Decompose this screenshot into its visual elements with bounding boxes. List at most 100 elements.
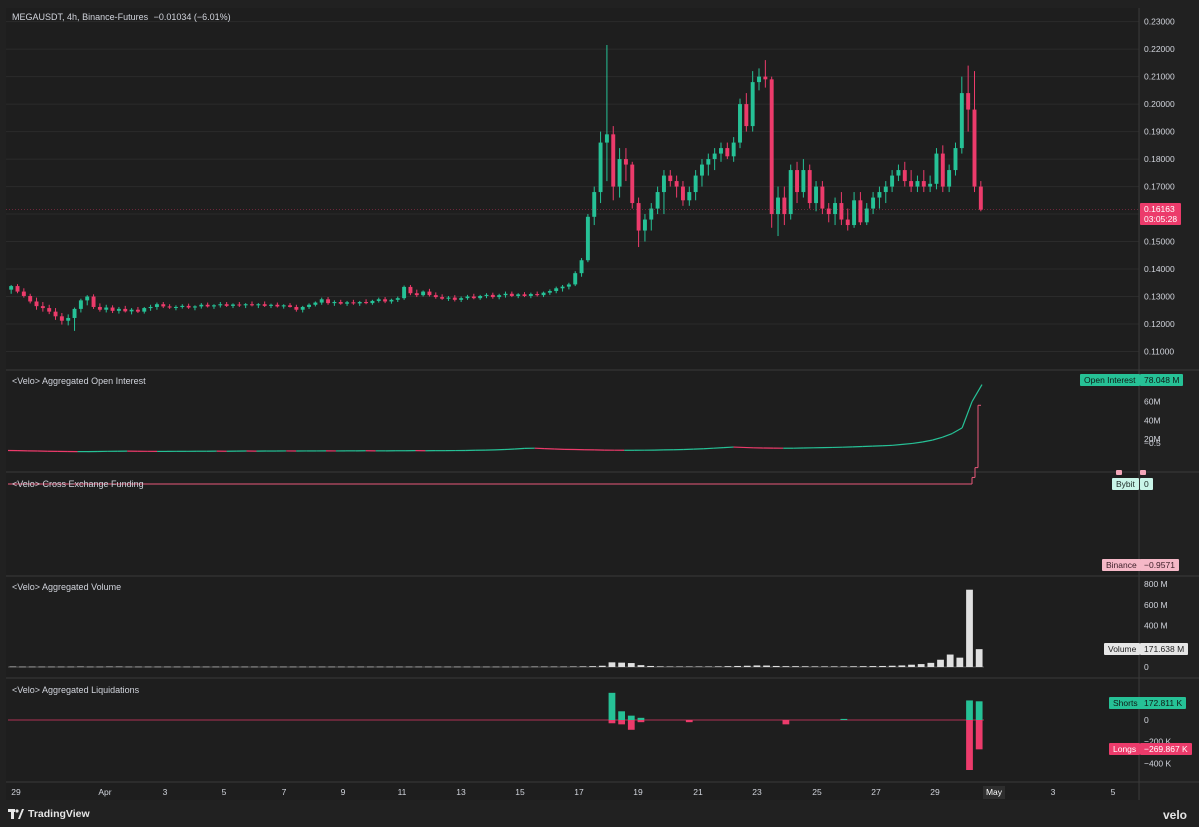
volume-bar xyxy=(357,666,365,668)
candle-body xyxy=(858,200,863,223)
symbol-header: MEGAUSDT, 4h, Binance-Futures −0.01034 (… xyxy=(12,12,231,22)
volume-bar xyxy=(270,666,278,668)
volume-bar xyxy=(801,666,809,667)
volume-bar xyxy=(637,665,645,667)
candle-body xyxy=(28,295,33,302)
candle-body xyxy=(566,284,571,287)
candle-body xyxy=(205,304,210,307)
volume-bar xyxy=(173,666,181,668)
candle-body xyxy=(966,93,971,110)
time-tick-label: 9 xyxy=(341,787,346,797)
volume-bar xyxy=(405,666,413,668)
candle-body xyxy=(237,304,242,306)
price-tick-label: 0.23000 xyxy=(1144,17,1175,27)
oi-segment xyxy=(922,439,933,443)
volume-bar xyxy=(511,666,519,668)
symbol-label: MEGAUSDT xyxy=(12,12,63,22)
time-tick-label: 29 xyxy=(11,787,21,797)
volume-bar xyxy=(685,666,693,667)
oi-segment xyxy=(902,442,913,445)
oi-segment xyxy=(504,448,515,451)
volume-bar xyxy=(579,666,587,667)
candle-body xyxy=(135,309,140,312)
volume-bar xyxy=(77,666,84,668)
exchange-label: Binance-Futures xyxy=(82,12,149,22)
volume-tick-label: 400 M xyxy=(1144,621,1168,631)
oi-segment xyxy=(723,446,734,449)
candle-body xyxy=(497,295,502,298)
volume-bar xyxy=(888,665,896,667)
candle-body xyxy=(452,297,457,300)
time-tick-label: Apr xyxy=(98,787,111,797)
candle-body xyxy=(53,311,58,317)
candle-body xyxy=(250,304,254,306)
oi-segment xyxy=(961,401,973,429)
volume-bar xyxy=(840,666,848,667)
candle-body xyxy=(902,170,907,182)
candle-body xyxy=(763,76,768,80)
time-tick-label: 17 xyxy=(574,787,584,797)
candle-body xyxy=(484,294,489,296)
candle-body xyxy=(78,300,83,309)
candle-body xyxy=(978,186,983,210)
volume-bar xyxy=(125,666,133,668)
oi-segment xyxy=(912,441,923,445)
candle-body xyxy=(471,296,476,299)
candle-body xyxy=(173,306,178,308)
volume-bar xyxy=(743,665,751,667)
candle-body xyxy=(833,203,838,215)
last-price-value: 0.16163 xyxy=(1144,204,1175,214)
tradingview-logo[interactable]: TradingView xyxy=(8,808,90,820)
volume-bar xyxy=(482,666,490,668)
tradingview-wordmark: TradingView xyxy=(28,808,90,820)
candle-body xyxy=(928,183,933,187)
change-label: −0.01034 (−6.01%) xyxy=(153,12,231,22)
candle-body xyxy=(560,286,565,289)
volume-bar xyxy=(366,666,374,668)
candle-body xyxy=(66,317,71,321)
candle-body xyxy=(123,308,128,312)
volume-bar xyxy=(289,666,297,668)
time-tick-label: 5 xyxy=(222,787,227,797)
volume-bar xyxy=(705,666,712,667)
volume-series-tag: Volume xyxy=(1104,643,1141,655)
candle-body xyxy=(617,159,622,187)
time-tick-label: 5 xyxy=(1111,787,1116,797)
volume-bar xyxy=(231,666,239,668)
volume-bar xyxy=(280,666,287,668)
candle-body xyxy=(161,304,166,307)
volume-bar xyxy=(550,666,558,668)
shorts-bar xyxy=(618,711,626,720)
candle-body xyxy=(668,175,673,182)
candle-body xyxy=(934,153,939,184)
time-tick-label: 27 xyxy=(871,787,881,797)
candle-body xyxy=(116,308,121,311)
candle-body xyxy=(522,294,527,296)
volume-bar xyxy=(28,666,36,668)
volume-bar xyxy=(627,663,635,667)
volume-bar xyxy=(347,666,355,668)
volume-bar xyxy=(647,665,654,667)
candle-body xyxy=(300,306,305,310)
volume-bar xyxy=(879,665,886,667)
volume-bar xyxy=(19,666,26,668)
candle-body xyxy=(110,307,115,311)
candle-body xyxy=(769,79,774,215)
volume-bar xyxy=(792,666,799,667)
oi-segment xyxy=(713,447,724,449)
candle-body xyxy=(186,305,191,308)
candle-body xyxy=(351,302,356,304)
candle-body xyxy=(459,298,464,300)
panel-title-volume: <Velo> Aggregated Volume xyxy=(12,582,122,592)
time-tick-label: May xyxy=(986,787,1003,797)
price-tick-label: 0.13000 xyxy=(1144,292,1175,302)
candle-body xyxy=(528,294,533,296)
candle-body xyxy=(693,175,698,193)
candle-body xyxy=(757,76,761,83)
volume-bar xyxy=(154,666,162,668)
candle-body xyxy=(395,298,400,300)
time-tick-label: 21 xyxy=(693,787,703,797)
candle-body xyxy=(744,104,749,127)
volume-bar xyxy=(318,666,326,668)
